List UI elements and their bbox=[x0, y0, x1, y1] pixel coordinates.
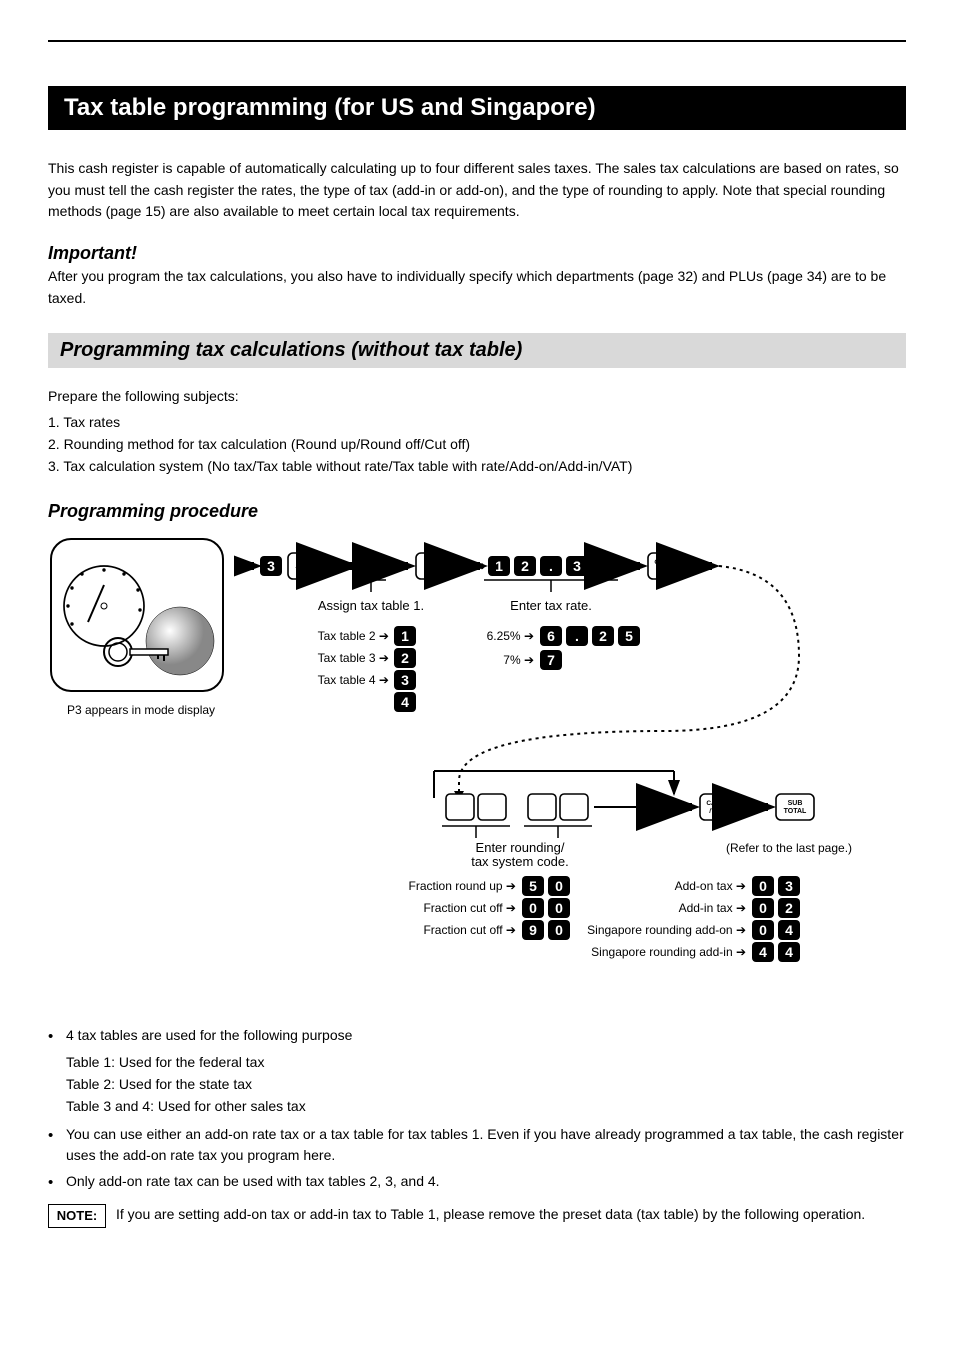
svg-text:Fraction round up ➔: Fraction round up ➔ bbox=[409, 879, 516, 893]
note-label: NOTE: bbox=[48, 1204, 106, 1228]
svg-text:TOTAL: TOTAL bbox=[784, 808, 807, 815]
procedure-heading: Programming procedure bbox=[48, 501, 906, 522]
svg-text:Add-in tax ➔: Add-in tax ➔ bbox=[679, 901, 746, 915]
svg-text:.: . bbox=[549, 558, 553, 574]
svg-text:0: 0 bbox=[555, 922, 563, 938]
svg-text:0: 0 bbox=[555, 878, 563, 894]
svg-text:Singapore rounding add-on ➔: Singapore rounding add-on ➔ bbox=[587, 923, 746, 937]
svg-text:CA/AMT: CA/AMT bbox=[706, 800, 731, 807]
svg-text:7% ➔: 7% ➔ bbox=[503, 653, 534, 667]
svg-text:/TEND: /TEND bbox=[709, 808, 729, 815]
svg-text:12.34% ➔: 12.34% ➔ bbox=[432, 559, 486, 573]
sub-intro: Prepare the following subjects: 1. Tax r… bbox=[48, 386, 906, 477]
svg-text:5: 5 bbox=[529, 878, 537, 894]
svg-text:4: 4 bbox=[759, 944, 767, 960]
svg-text:/TEND: /TEND bbox=[657, 567, 677, 574]
svg-text:Fraction cut off ➔: Fraction cut off ➔ bbox=[423, 901, 516, 915]
svg-text:4: 4 bbox=[401, 694, 409, 710]
svg-text:6.25% ➔: 6.25% ➔ bbox=[487, 629, 534, 643]
svg-text:4: 4 bbox=[785, 922, 793, 938]
important-header: Important! bbox=[48, 243, 906, 264]
svg-text:Tax table 2 ➔: Tax table 2 ➔ bbox=[318, 629, 389, 643]
svg-text:0: 0 bbox=[759, 900, 767, 916]
programming-diagram: 3 SUBTOTAL 1 TAXPGM 1 2 . 3 4 bbox=[234, 536, 906, 999]
svg-text:3: 3 bbox=[573, 558, 581, 574]
intro-paragraph: This cash register is capable of automat… bbox=[48, 158, 906, 223]
svg-text:2: 2 bbox=[785, 900, 793, 916]
svg-text:0: 0 bbox=[555, 900, 563, 916]
svg-text:6: 6 bbox=[547, 628, 555, 644]
svg-text:4: 4 bbox=[599, 558, 607, 574]
svg-text:.: . bbox=[575, 628, 579, 644]
banner-title: Tax table programming (for US and Singap… bbox=[64, 94, 890, 122]
svg-text:(Refer to the last page.): (Refer to the last page.) bbox=[726, 841, 852, 855]
section-banner: Tax table programming (for US and Singap… bbox=[48, 86, 906, 130]
svg-text:1: 1 bbox=[367, 558, 375, 574]
svg-text:0: 0 bbox=[759, 878, 767, 894]
mode-dial-illustration: P3 appears in mode display bbox=[48, 536, 234, 717]
svg-text:4: 4 bbox=[785, 944, 793, 960]
svg-text:0: 0 bbox=[529, 900, 537, 916]
svg-text:SUB: SUB bbox=[788, 800, 803, 807]
svg-text:Enter tax rate.: Enter tax rate. bbox=[510, 598, 592, 613]
svg-text:Add-on tax ➔: Add-on tax ➔ bbox=[675, 879, 746, 893]
svg-text:7: 7 bbox=[547, 652, 555, 668]
subsection-banner: Programming tax calculations (without ta… bbox=[48, 333, 906, 368]
svg-text:TOTAL: TOTAL bbox=[296, 567, 319, 574]
svg-text:Tax table 4 ➔: Tax table 4 ➔ bbox=[318, 673, 389, 687]
svg-text:SUB: SUB bbox=[300, 559, 315, 566]
svg-text:1: 1 bbox=[495, 558, 503, 574]
svg-text:0: 0 bbox=[759, 922, 767, 938]
after-diagram-text: •4 tax tables are used for the following… bbox=[48, 1025, 906, 1228]
important-text: After you program the tax calculations, … bbox=[48, 266, 906, 309]
svg-text:Tax table 3 ➔: Tax table 3 ➔ bbox=[318, 651, 389, 665]
svg-text:Singapore rounding add-in ➔: Singapore rounding add-in ➔ bbox=[591, 945, 746, 959]
svg-text:tax system code.: tax system code. bbox=[471, 854, 569, 869]
svg-text:Enter rounding/: Enter rounding/ bbox=[476, 840, 565, 855]
svg-text:9: 9 bbox=[529, 922, 537, 938]
svg-text:2: 2 bbox=[521, 558, 529, 574]
svg-text:2: 2 bbox=[401, 650, 409, 666]
dial-caption: P3 appears in mode display bbox=[48, 703, 234, 717]
svg-text:5: 5 bbox=[625, 628, 633, 644]
note-text: If you are setting add-on tax or add-in … bbox=[116, 1204, 906, 1226]
svg-text:3: 3 bbox=[785, 878, 793, 894]
svg-text:CA/AMT: CA/AMT bbox=[654, 559, 679, 566]
svg-text:3: 3 bbox=[401, 672, 409, 688]
svg-text:Assign tax table 1.: Assign tax table 1. bbox=[318, 598, 424, 613]
svg-text:2: 2 bbox=[599, 628, 607, 644]
svg-text:3: 3 bbox=[267, 558, 275, 574]
svg-text:1: 1 bbox=[401, 628, 409, 644]
svg-text:Fraction cut off ➔: Fraction cut off ➔ bbox=[423, 923, 516, 937]
